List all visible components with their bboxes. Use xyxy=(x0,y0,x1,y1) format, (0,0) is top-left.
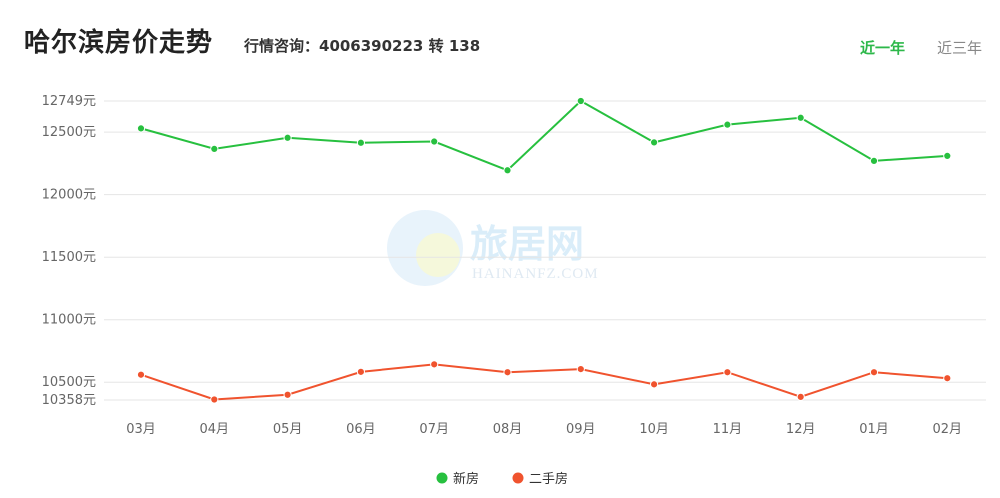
data-point xyxy=(136,124,146,133)
x-tick-label: 08月 xyxy=(493,422,523,437)
y-tick-label: 12000元 xyxy=(42,188,96,203)
data-point xyxy=(283,133,292,142)
watermark-brand: 旅居网 xyxy=(470,224,584,266)
x-tick-label: 07月 xyxy=(419,422,449,437)
data-point xyxy=(210,144,219,153)
data-point xyxy=(869,368,879,377)
watermark: 旅居网 HAINANFZ.COM xyxy=(387,210,599,286)
x-tick-label: 09月 xyxy=(566,422,596,437)
x-tick-label: 12月 xyxy=(786,422,816,437)
watermark-domain: HAINANFZ.COM xyxy=(472,266,599,282)
data-point xyxy=(723,368,732,377)
legend: 新房 二手房 xyxy=(436,471,568,487)
x-tick-label: 04月 xyxy=(200,422,230,437)
data-point xyxy=(136,370,146,379)
data-point xyxy=(650,138,659,147)
x-tick-label: 03月 xyxy=(126,422,156,437)
data-point xyxy=(650,380,659,389)
data-point xyxy=(576,365,585,374)
tab-one-year[interactable]: 近一年 xyxy=(859,39,905,57)
range-tabs: 近一年 近三年 xyxy=(860,37,982,58)
page-title: 哈尔滨房价走势 xyxy=(24,28,214,58)
data-point xyxy=(503,368,512,377)
series-lines xyxy=(140,99,948,401)
data-point xyxy=(356,138,365,147)
data-point xyxy=(283,390,292,399)
data-point xyxy=(356,367,365,376)
x-tick-label: 11月 xyxy=(713,422,743,437)
series-points xyxy=(136,96,952,404)
x-tick-label: 06月 xyxy=(346,422,376,437)
x-tick-label: 01月 xyxy=(859,422,889,437)
data-point xyxy=(796,113,805,122)
y-tick-label: 10500元 xyxy=(42,375,96,390)
data-point xyxy=(430,137,439,146)
data-point xyxy=(943,374,952,383)
y-tick-label: 12500元 xyxy=(42,125,96,140)
tab-three-years[interactable]: 近三年 xyxy=(936,39,982,57)
data-point xyxy=(796,392,805,401)
legend-label: 二手房 xyxy=(529,471,568,487)
data-point xyxy=(430,360,439,369)
data-point xyxy=(503,166,512,175)
legend-marker xyxy=(512,472,524,484)
grid-lines xyxy=(104,100,986,401)
legend-marker xyxy=(436,472,448,484)
data-point xyxy=(943,151,952,160)
series-line-1 xyxy=(140,363,948,401)
legend-label: 新房 xyxy=(453,471,479,487)
x-tick-label: 02月 xyxy=(933,422,963,437)
x-tick-label: 05月 xyxy=(273,422,303,437)
data-point xyxy=(869,156,879,166)
data-point xyxy=(723,120,732,129)
x-tick-label: 10月 xyxy=(639,422,669,437)
series-line-0 xyxy=(140,99,948,172)
y-tick-label: 10358元 xyxy=(42,393,96,408)
y-tick-label: 11500元 xyxy=(42,250,96,265)
hotline-text: 行情咨询：4006390223 转 138 xyxy=(244,37,481,55)
y-axis: 12749元 12500元 12000元 11500元 11000元 10500元 1035… xyxy=(42,94,96,408)
data-point xyxy=(576,96,585,106)
y-tick-label: 11000元 xyxy=(42,313,96,328)
y-tick-label: 12749元 xyxy=(42,94,96,109)
x-axis: 03月 04月 05月 06月 07月 08月 09月 10月 11月 12月 01月 02月 xyxy=(126,422,962,437)
data-point xyxy=(210,395,219,404)
